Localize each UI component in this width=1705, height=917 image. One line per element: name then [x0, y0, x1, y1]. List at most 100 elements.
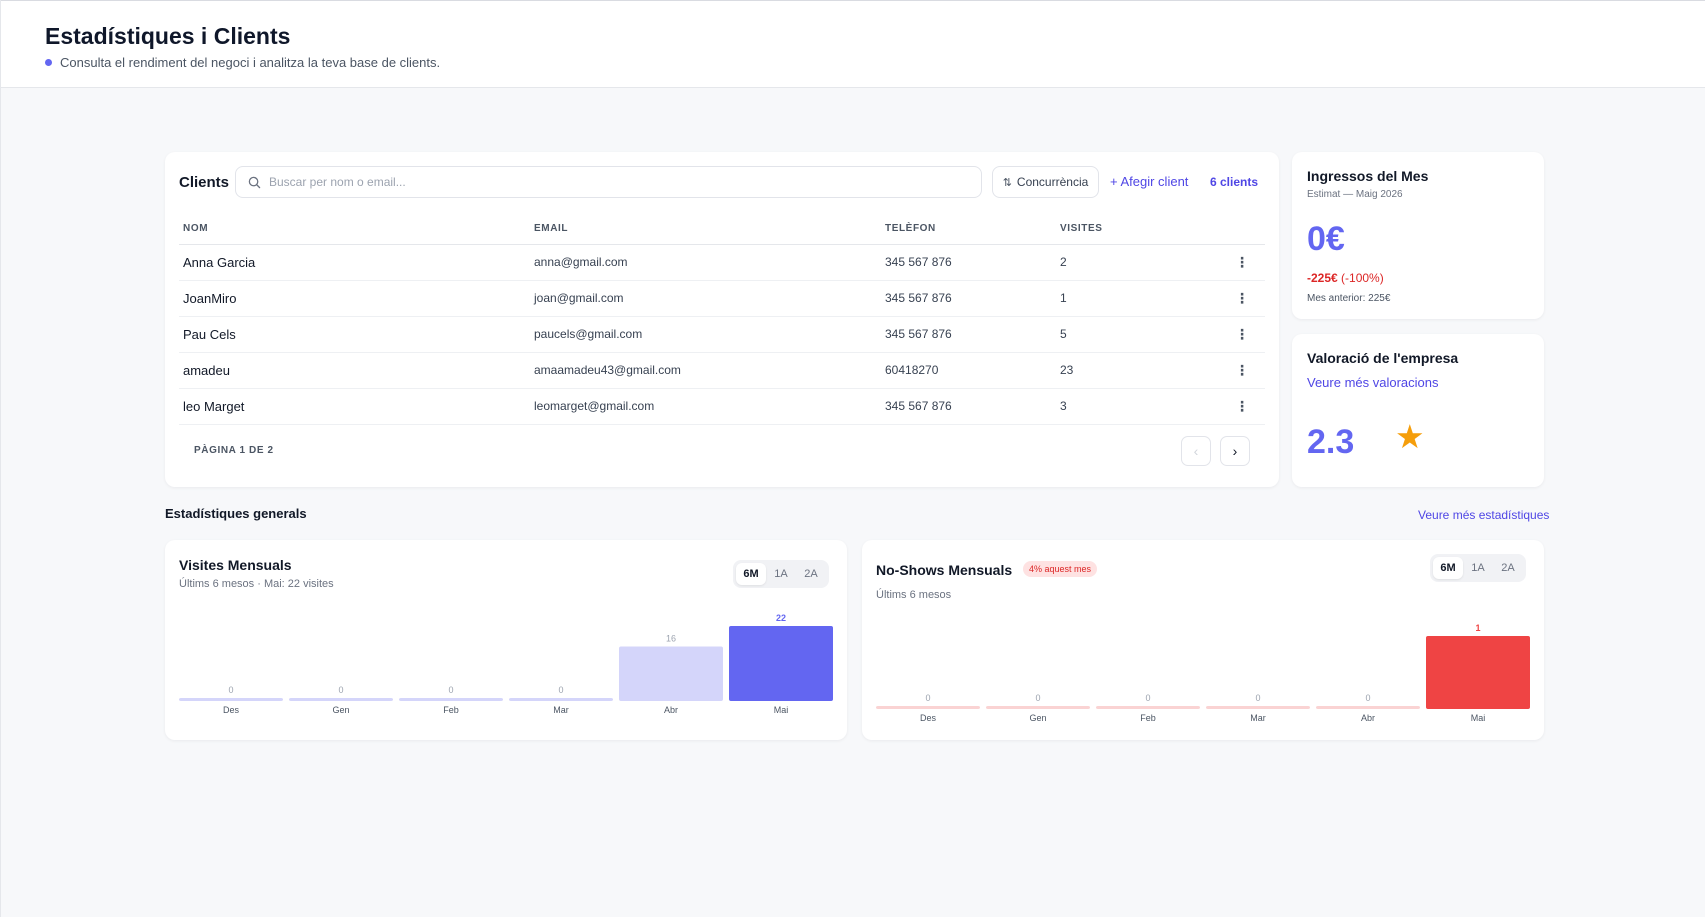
table-row[interactable]: Pau Cels paucels@gmail.com 345 567 876 5… [179, 316, 1265, 353]
more-options-icon[interactable]: ⋮ [1196, 316, 1265, 353]
category-label: Abr [664, 705, 678, 715]
bar-feb [399, 698, 503, 701]
search-box[interactable] [235, 166, 982, 198]
bar-value-label: 0 [448, 685, 453, 695]
bar-abr [1316, 706, 1420, 709]
client-email: paucels@gmail.com [530, 316, 881, 353]
visits-bar-chart: 0 Des 0 Gen 0 Feb 0 Mar 16 Abr 22 Mai [179, 613, 833, 715]
noshows-bar-chart: 0 Des 0 Gen 0 Feb 0 Mar 0 Abr 1 Mai [876, 623, 1530, 723]
rating-card: Valoració de l'empresa Veure més valorac… [1292, 334, 1544, 487]
range-1a-tab[interactable]: 1A [1471, 562, 1485, 574]
client-email: amaamadeu43@gmail.com [530, 352, 881, 389]
client-phone: 345 567 876 [881, 316, 1056, 353]
bar-value-label: 0 [338, 685, 343, 695]
category-label: Mar [1250, 713, 1266, 723]
bar-value-label: 0 [1365, 693, 1370, 703]
visits-range-selector: 6M 1A 2A [733, 560, 829, 588]
income-card: Ingressos del Mes Estimat — Maig 2026 0€… [1292, 152, 1544, 319]
more-stats-link[interactable]: Veure més estadístiques [1418, 508, 1550, 522]
client-phone: 345 567 876 [881, 280, 1056, 317]
more-options-icon[interactable]: ⋮ [1196, 244, 1265, 281]
client-name: leo Marget [179, 388, 530, 425]
table-row[interactable]: JoanMiro joan@gmail.com 345 567 876 1 ⋮ [179, 280, 1265, 317]
bar-mar [509, 698, 613, 701]
category-label: Gen [332, 705, 349, 715]
bar-mar [1206, 706, 1310, 709]
range-6m-tab[interactable]: 6M [1433, 557, 1463, 579]
category-label: Mai [774, 705, 789, 715]
sort-label: Concurrència [1016, 175, 1089, 189]
client-email: joan@gmail.com [530, 280, 881, 317]
bar-value-label: 0 [1035, 693, 1040, 703]
more-options-icon[interactable]: ⋮ [1196, 352, 1265, 389]
bar-des [876, 706, 980, 709]
noshows-badge: 4% aquest mes [1023, 561, 1098, 577]
client-email: leomarget@gmail.com [530, 388, 881, 425]
visits-chart-subtitle: Últims 6 mesos · Mai: 22 visites [179, 578, 334, 590]
noshows-chart-title: No-Shows Mensuals [876, 562, 1013, 578]
client-name: Pau Cels [179, 316, 530, 353]
noshows-range-selector: 6M 1A 2A [1430, 554, 1526, 582]
table-row[interactable]: leo Marget leomarget@gmail.com 345 567 8… [179, 388, 1265, 425]
page-header: Estadístiques i Clients Consulta el rend… [1, 1, 1705, 88]
client-visits: 3 [1056, 388, 1196, 425]
bar-value-label: 22 [776, 613, 786, 623]
page-subtitle-text: Consulta el rendiment del negoci i anali… [60, 55, 441, 70]
category-label: Des [223, 705, 240, 715]
bar-feb [1096, 706, 1200, 709]
column-header-name[interactable]: NOM [179, 214, 530, 245]
bar-mai [1426, 636, 1530, 709]
rating-title: Valoració de l'empresa [1307, 350, 1459, 366]
client-visits: 5 [1056, 316, 1196, 353]
income-title: Ingressos del Mes [1307, 168, 1429, 184]
stats-section-title: Estadístiques generals [165, 506, 307, 521]
clients-table: NOM EMAIL TELÈFON VISITES Anna Garcia an… [179, 214, 1265, 425]
table-row[interactable]: Anna Garcia anna@gmail.com 345 567 876 2… [179, 244, 1265, 281]
left-border [0, 0, 1, 917]
search-icon [248, 176, 261, 188]
sort-button[interactable]: ⇅ Concurrència [992, 166, 1099, 198]
income-delta-value: -225€ [1307, 271, 1338, 285]
pagination-info: PÀGINA 1 DE 2 [194, 445, 274, 456]
client-name: Anna Garcia [179, 244, 530, 281]
more-ratings-link[interactable]: Veure més valoracions [1307, 375, 1439, 390]
bullet-dot-icon [45, 59, 52, 66]
column-header-email[interactable]: EMAIL [530, 214, 881, 245]
column-header-visits[interactable]: VISITES [1056, 214, 1196, 245]
category-label: Feb [1140, 713, 1156, 723]
visits-chart-title: Visites Mensuals [179, 557, 292, 573]
client-phone: 60418270 [881, 352, 1056, 389]
income-amount: 0€ [1307, 220, 1345, 258]
previous-page-button[interactable]: ‹ [1181, 436, 1211, 466]
bar-value-label: 16 [666, 633, 676, 643]
clients-count: 6 clients [1210, 175, 1259, 189]
table-row[interactable]: amadeu amaamadeu43@gmail.com 60418270 23… [179, 352, 1265, 389]
range-2a-tab[interactable]: 2A [804, 568, 818, 580]
top-border [0, 0, 1705, 1]
add-client-button[interactable]: + Afegir client [1110, 174, 1189, 189]
income-subtitle: Estimat — Maig 2026 [1307, 189, 1403, 200]
page-title: Estadístiques i Clients [45, 23, 291, 49]
bar-mai [729, 626, 833, 701]
bar-value-label: 0 [1255, 693, 1260, 703]
category-label: Des [920, 713, 937, 723]
range-6m-tab[interactable]: 6M [736, 563, 766, 585]
column-header-actions [1196, 214, 1265, 245]
client-visits: 1 [1056, 280, 1196, 317]
page-subtitle: Consulta el rendiment del negoci i anali… [45, 55, 440, 70]
client-phone: 345 567 876 [881, 244, 1056, 281]
rating-score: 2.3 [1307, 423, 1355, 461]
table-header-row: NOM EMAIL TELÈFON VISITES [179, 214, 1265, 245]
range-1a-tab[interactable]: 1A [774, 568, 788, 580]
more-options-icon[interactable]: ⋮ [1196, 388, 1265, 425]
category-label: Mai [1471, 713, 1486, 723]
star-icon: ★ [1395, 418, 1425, 455]
more-options-icon[interactable]: ⋮ [1196, 280, 1265, 317]
income-previous: Mes anterior: 225€ [1307, 293, 1391, 304]
range-2a-tab[interactable]: 2A [1501, 562, 1515, 574]
next-page-button[interactable]: › [1220, 436, 1250, 466]
column-header-phone[interactable]: TELÈFON [881, 214, 1056, 245]
bar-gen [289, 698, 393, 701]
search-input[interactable] [269, 175, 949, 189]
visits-chart-card: Visites Mensuals Últims 6 mesos · Mai: 2… [165, 540, 847, 740]
